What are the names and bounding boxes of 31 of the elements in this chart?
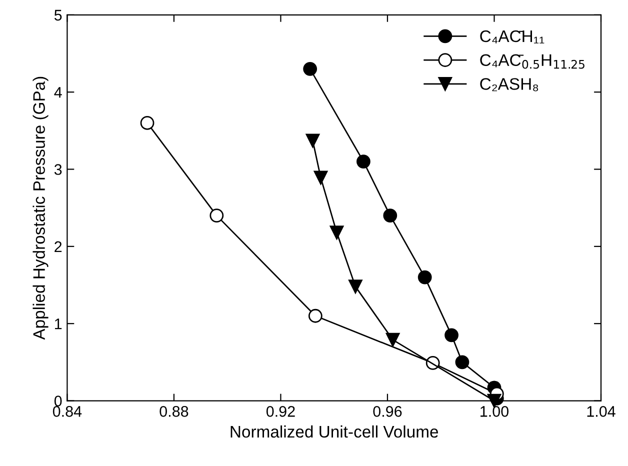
y-tick-label: 1 xyxy=(55,318,62,330)
point xyxy=(386,332,400,347)
legend-label: C₂ASH₈ xyxy=(480,78,538,92)
y-axis-title: Applied Hydrostatic Pressure (GPa) xyxy=(32,76,48,340)
x-tick-label: 0.88 xyxy=(160,406,188,417)
point xyxy=(210,208,224,222)
point xyxy=(308,308,322,323)
legend-label: C₄AC̄H₁₁ xyxy=(480,30,544,44)
point xyxy=(455,355,470,370)
point xyxy=(306,134,320,148)
y-tick-label: 5 xyxy=(54,10,62,21)
point xyxy=(444,328,458,342)
x-tick-label: 1.00 xyxy=(480,406,509,417)
point xyxy=(348,280,362,294)
x-axis-title: Normalized Unit-cell Volume xyxy=(230,425,438,438)
x-tick-label: 0.84 xyxy=(52,406,82,417)
y-tick-label: 4 xyxy=(54,87,62,98)
point xyxy=(383,208,398,222)
x-tick-label: 1.04 xyxy=(587,406,616,417)
point xyxy=(330,226,344,240)
y-tick-label: 2 xyxy=(54,241,62,252)
point xyxy=(140,116,154,130)
legend-label: C₄AC̄$_{0.5}$H$_{11.25}$ xyxy=(480,54,584,69)
point xyxy=(303,62,318,76)
point xyxy=(418,270,432,284)
y-tick-label: 3 xyxy=(54,164,62,175)
x-tick-label: 0.96 xyxy=(373,406,402,417)
point xyxy=(356,154,370,168)
point xyxy=(314,170,328,185)
y-tick-label: 0 xyxy=(54,396,62,406)
x-tick-label: 0.92 xyxy=(266,406,295,417)
